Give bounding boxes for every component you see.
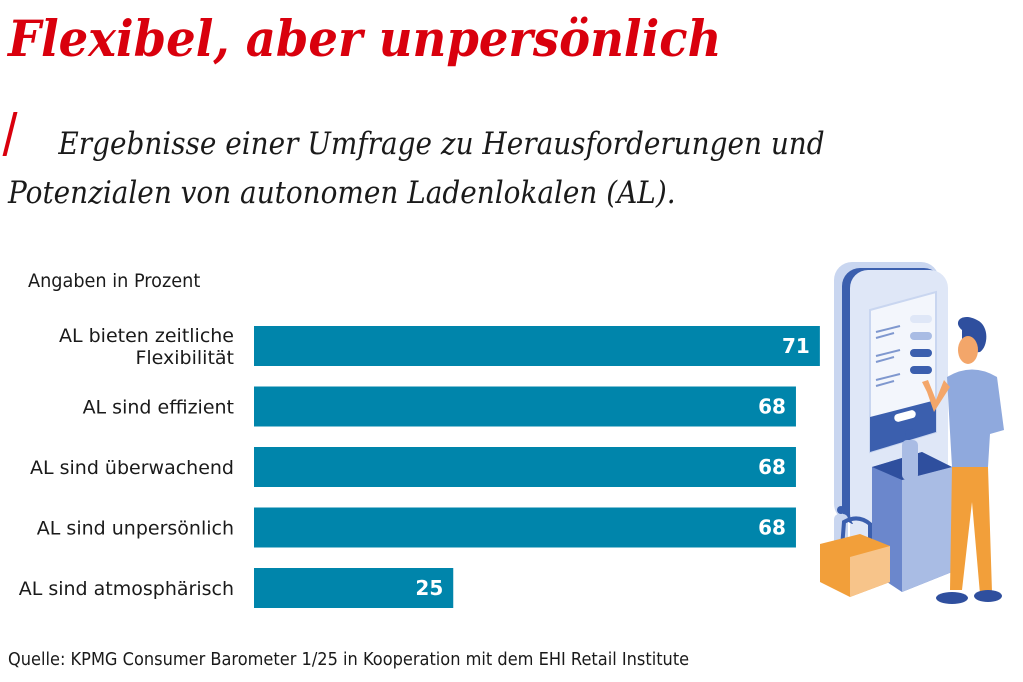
bar: [254, 447, 796, 487]
person-arm: [922, 380, 950, 412]
bar: [254, 507, 796, 548]
unit-label: Angaben in Prozent: [28, 270, 201, 292]
person-shoe: [936, 592, 968, 604]
bar: [254, 326, 820, 366]
screen-field: [910, 349, 932, 357]
person-pants: [950, 467, 992, 594]
person-shirt: [947, 369, 1004, 467]
bar-value-label: 68: [758, 516, 786, 540]
screen-field: [910, 315, 932, 323]
category-label: AL sind überwachend: [30, 457, 234, 479]
screen-field: [910, 332, 932, 340]
bar-value-label: 68: [758, 395, 786, 419]
person-head: [958, 336, 978, 364]
subtitle-line-2: Potenzialen von autonomen Ladenlokalen (…: [8, 175, 676, 211]
category-label: AL sind effizient: [83, 397, 234, 419]
subtitle-line-1: Ergebnisse einer Umfrage zu Herausforder…: [58, 126, 825, 162]
bar-value-label: 68: [758, 455, 786, 479]
kiosk-screen-footer: [870, 400, 936, 452]
bar: [254, 568, 454, 608]
chart-subtitle: Ergebnisse einer Umfrage zu Herausforder…: [8, 120, 825, 218]
person-shoe: [974, 590, 1002, 602]
bar-value-label: 71: [782, 334, 810, 358]
basket-handle: [840, 516, 872, 549]
category-label: AL sind unpersönlich: [37, 518, 234, 540]
category-label: Flexibilität: [135, 347, 234, 369]
kiosk-base-side: [902, 467, 952, 592]
screen-button-icon: [894, 410, 916, 422]
screen-field: [910, 366, 932, 374]
chart-title: Flexibel, aber unpersönlich: [8, 9, 722, 68]
kiosk-illustration-icon: [820, 262, 1004, 604]
bottle-icon: [902, 440, 918, 480]
source-note: Quelle: KPMG Consumer Barometer 1/25 in …: [8, 649, 690, 670]
category-label: AL bieten zeitliche: [59, 325, 234, 347]
category-label: AL sind atmosphärisch: [19, 578, 234, 600]
bar-value-label: 25: [415, 576, 443, 600]
bar: [254, 386, 796, 427]
